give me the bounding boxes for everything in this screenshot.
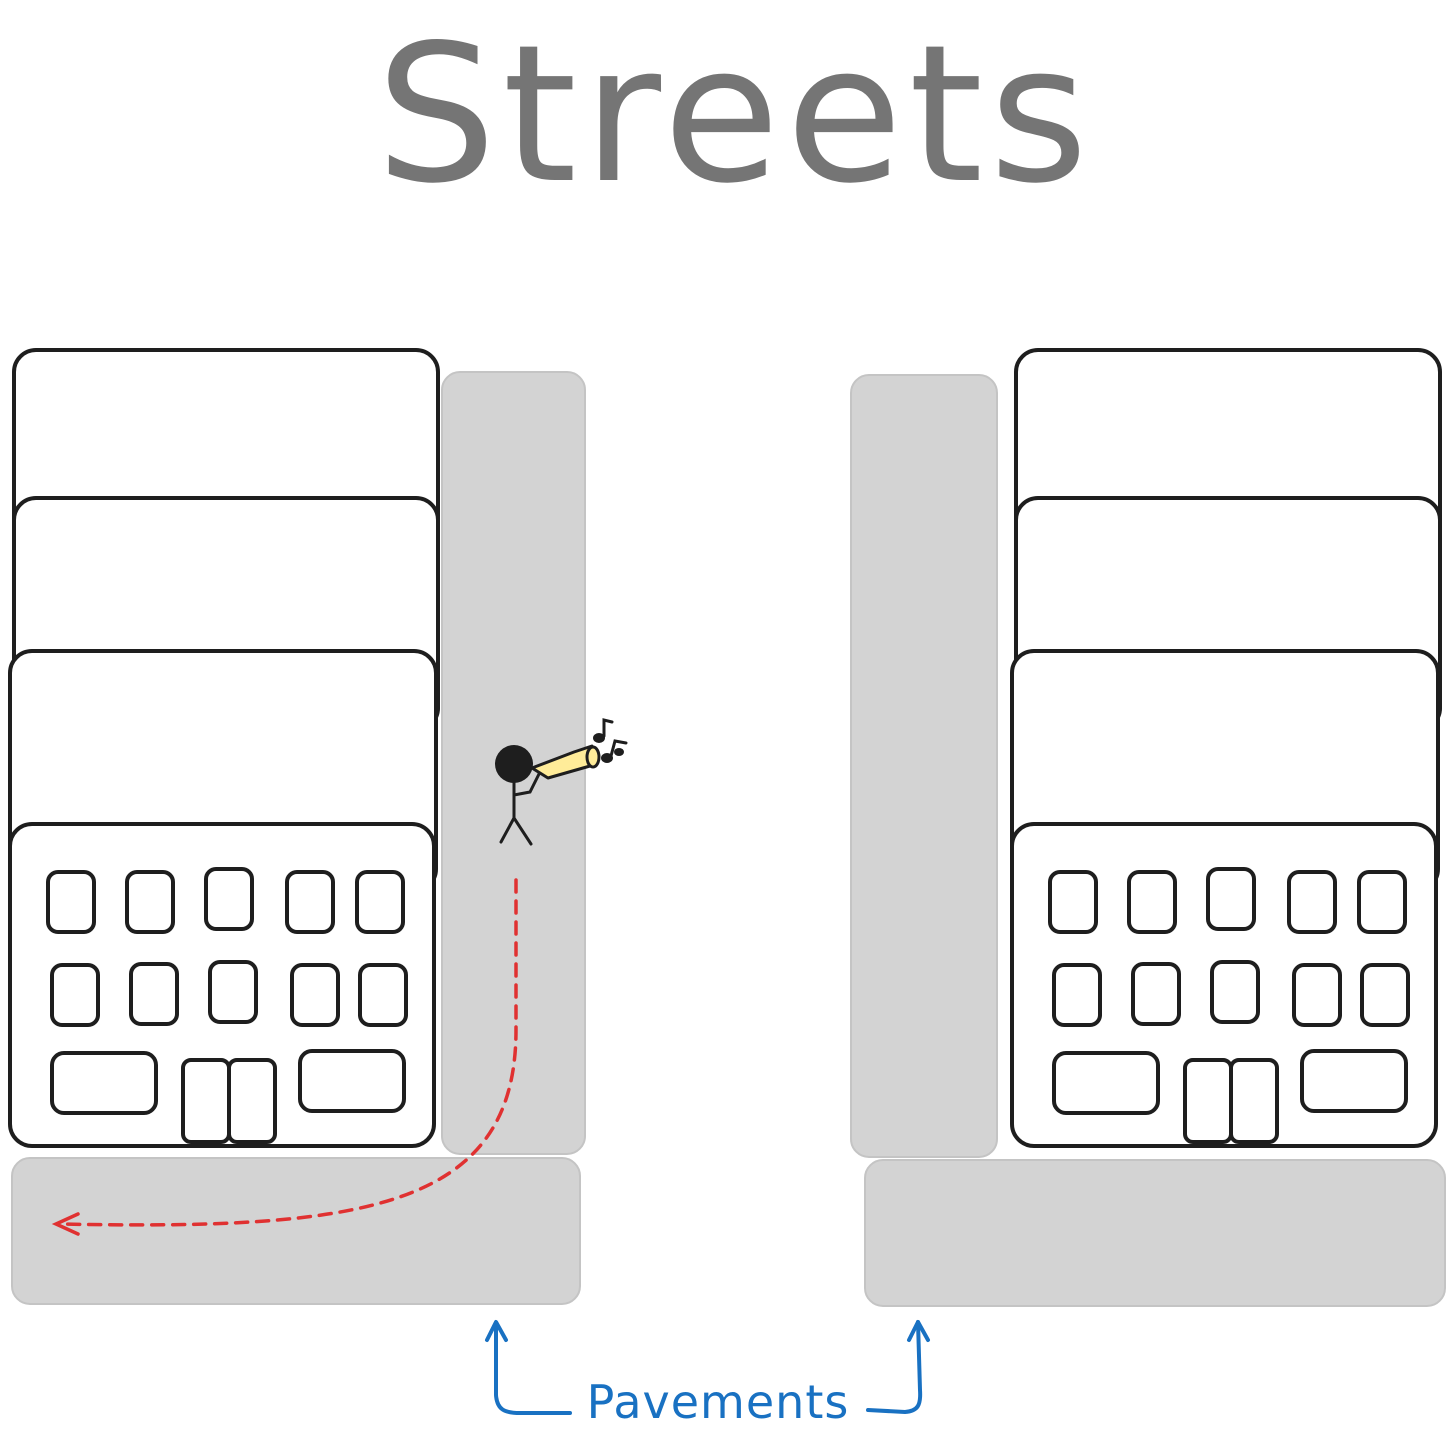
shop-window <box>298 1049 406 1113</box>
pavements-label: Pavements <box>587 1375 850 1429</box>
route-line <box>58 878 518 1227</box>
route-arrowhead-icon <box>51 1212 80 1236</box>
left-building <box>8 348 440 1148</box>
left-pointer-arrowhead-icon <box>485 1320 508 1342</box>
right-pointer-arrow <box>866 1320 923 1414</box>
door-left-leaf <box>1183 1058 1233 1144</box>
music-note-icon <box>601 739 628 763</box>
pavement-right-vertical <box>850 374 998 1158</box>
window <box>1206 867 1256 931</box>
window <box>208 960 258 1024</box>
window <box>1287 870 1337 934</box>
door-right-leaf <box>227 1058 277 1144</box>
door-left-leaf <box>181 1058 231 1144</box>
shop-window <box>1052 1051 1160 1115</box>
window <box>358 963 408 1027</box>
window <box>46 870 96 934</box>
left-pointer-arrow <box>494 1322 572 1415</box>
window <box>50 963 100 1027</box>
window <box>1052 963 1102 1027</box>
right-pointer-arrowhead-icon <box>907 1320 930 1342</box>
window <box>1048 870 1098 934</box>
window <box>285 870 335 934</box>
right-building-windows <box>1048 867 1410 1144</box>
window <box>125 870 175 934</box>
trumpet-player <box>495 718 628 846</box>
pavement-left-horizontal <box>11 1157 581 1305</box>
person-body-icon <box>499 770 542 846</box>
window <box>1360 963 1410 1027</box>
window <box>1127 870 1177 934</box>
red-dashed-route <box>51 878 518 1236</box>
pavement-right-horizontal <box>864 1159 1446 1307</box>
window <box>355 870 405 934</box>
page-title: Streets <box>376 4 1094 225</box>
door-right-leaf <box>1229 1058 1279 1144</box>
window <box>290 963 340 1027</box>
window <box>1357 870 1407 934</box>
music-note-icon <box>593 718 614 743</box>
window <box>204 867 254 931</box>
left-building-windows <box>46 867 408 1144</box>
window <box>1292 963 1342 1027</box>
window <box>1210 960 1260 1024</box>
shop-window <box>50 1051 158 1115</box>
window <box>129 962 179 1026</box>
pavements-annotation: Pavements <box>485 1320 930 1429</box>
trumpet-bell-icon <box>585 745 601 769</box>
window <box>1131 962 1181 1026</box>
shop-window <box>1300 1049 1408 1113</box>
person-head-icon <box>495 745 533 783</box>
right-building <box>1010 348 1442 1148</box>
